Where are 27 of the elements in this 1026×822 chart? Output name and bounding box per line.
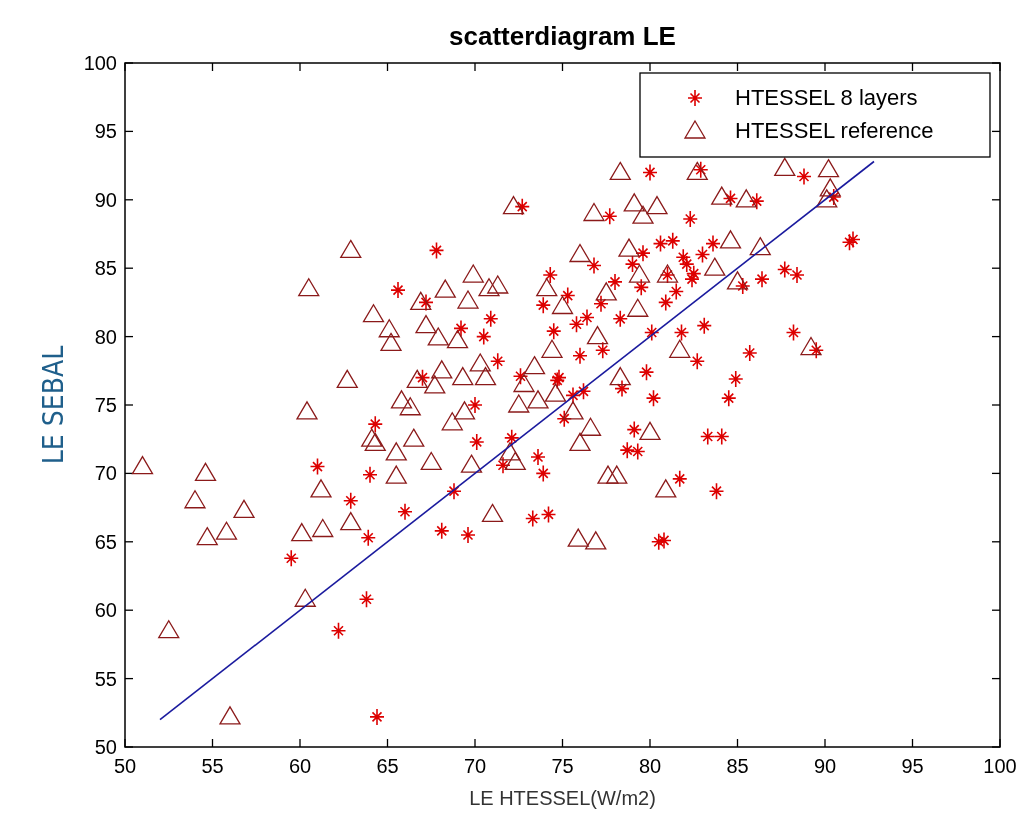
y-tick-label: 70 xyxy=(94,462,117,485)
y-tick-label: 65 xyxy=(94,530,117,553)
x-tick-label: 80 xyxy=(638,755,662,777)
y-axis-title: LE SEBAL xyxy=(37,345,70,465)
y-tick-label: 90 xyxy=(94,188,117,211)
x-tick-label: 90 xyxy=(813,755,837,777)
y-tick-label: 85 xyxy=(94,257,117,280)
y-tick-label: 100 xyxy=(83,52,117,74)
x-axis-title: LE HTESSEL(W/m2) xyxy=(469,787,656,809)
x-tick-label: 60 xyxy=(288,755,312,777)
y-tick-label: 60 xyxy=(94,599,117,622)
x-tick-label: 75 xyxy=(551,755,574,777)
legend-label: HTESSEL reference xyxy=(735,118,934,143)
x-tick-label: 65 xyxy=(376,755,399,777)
x-tick-label: 55 xyxy=(201,755,224,777)
y-tick-label: 50 xyxy=(94,736,117,758)
legend-label: HTESSEL 8 layers xyxy=(735,85,918,110)
x-tick-label: 70 xyxy=(463,755,487,777)
x-tick-label: 100 xyxy=(983,755,1017,777)
y-tick-label: 95 xyxy=(94,120,117,143)
y-tick-label: 80 xyxy=(94,325,117,348)
x-tick-label: 50 xyxy=(113,755,137,777)
y-tick-label: 75 xyxy=(94,394,117,416)
x-tick-label: 95 xyxy=(901,755,924,777)
chart-title: scatterdiagram LE xyxy=(449,21,676,51)
x-tick-label: 85 xyxy=(726,755,749,777)
y-tick-label: 55 xyxy=(94,667,117,690)
